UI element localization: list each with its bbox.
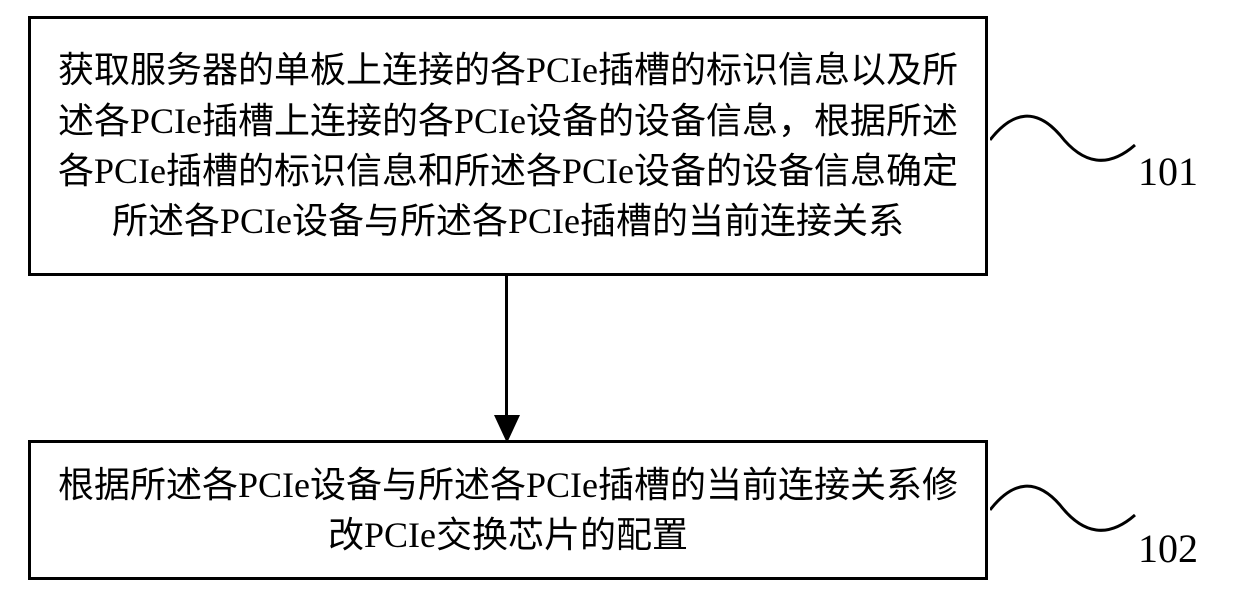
flowchart-arrow-head xyxy=(494,415,520,443)
flowchart-container: 获取服务器的单板上连接的各PCIe插槽的标识信息以及所述各PCIe插槽上连接的各… xyxy=(0,0,1240,613)
connector-curve-101 xyxy=(990,80,1140,210)
step-label-101: 101 xyxy=(1138,148,1198,195)
flowchart-arrow xyxy=(505,276,508,420)
step-101-text: 获取服务器的单板上连接的各PCIe插槽的标识信息以及所述各PCIe插槽上连接的各… xyxy=(51,45,965,247)
flowchart-step-101: 获取服务器的单板上连接的各PCIe插槽的标识信息以及所述各PCIe插槽上连接的各… xyxy=(28,16,988,276)
step-label-102: 102 xyxy=(1138,525,1198,572)
connector-curve-102 xyxy=(990,460,1140,590)
step-102-text: 根据所述各PCIe设备与所述各PCIe插槽的当前连接关系修改PCIe交换芯片的配… xyxy=(51,460,965,561)
flowchart-step-102: 根据所述各PCIe设备与所述各PCIe插槽的当前连接关系修改PCIe交换芯片的配… xyxy=(28,440,988,580)
